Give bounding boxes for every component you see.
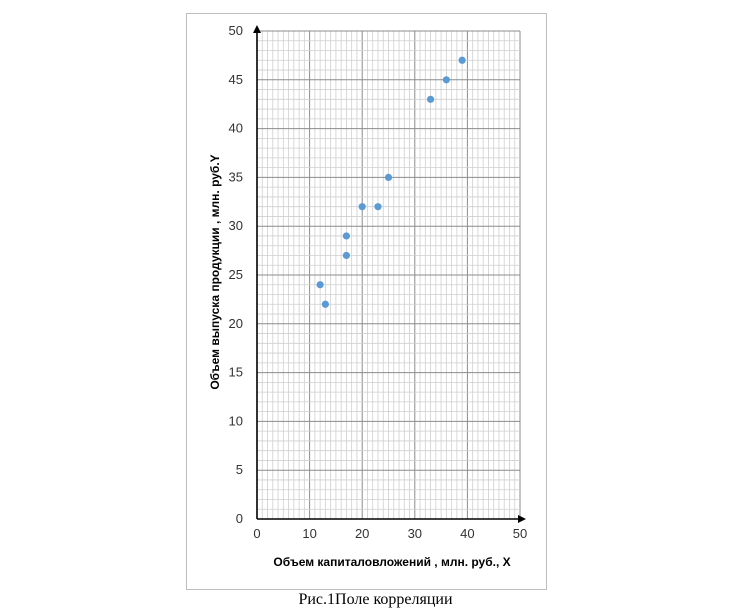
data-point	[374, 203, 382, 211]
y-tick-label: 25	[229, 267, 243, 282]
x-tick-label: 30	[408, 526, 422, 541]
scatter-chart: 0 10 20 30 40 50 0 5 10 15 20 25 30 35 40 45 50 Объем ка…	[208, 23, 528, 569]
data-point	[342, 251, 351, 260]
x-tick-label: 20	[355, 526, 369, 541]
data-point	[358, 203, 366, 211]
y-tick-label: 5	[236, 462, 243, 477]
x-tick-label: 50	[513, 526, 527, 541]
tick-labels: 0 10 20 30 40 50 0 5 10 15 20 25 30 35 40 45 50	[229, 23, 528, 541]
y-tick-label: 50	[229, 23, 243, 38]
data-point	[342, 232, 351, 240]
y-axis-title: Объем выпуска продукции , млн. руб.Y	[208, 154, 222, 389]
y-tick-label: 30	[229, 218, 243, 233]
axes	[253, 25, 526, 523]
y-tick-label: 40	[229, 121, 243, 136]
x-axis-arrow	[518, 515, 526, 523]
y-tick-label: 10	[229, 413, 243, 428]
data-point	[316, 281, 324, 289]
y-tick-label: 0	[236, 511, 243, 526]
x-axis-title: Объем капиталовложений , млн. руб., Х	[273, 555, 510, 569]
data-point	[321, 300, 329, 308]
y-tick-label: 45	[229, 72, 243, 87]
grid-lines	[256, 30, 521, 520]
x-tick-label: 0	[253, 526, 260, 541]
y-tick-label: 35	[229, 169, 243, 184]
data-point	[426, 95, 435, 103]
y-axis-arrow	[253, 25, 261, 33]
data-point	[458, 56, 466, 64]
data-point	[442, 76, 450, 84]
y-tick-label: 15	[229, 365, 243, 380]
data-points	[316, 56, 466, 308]
figure-caption: Рис.1Поле корреляции	[298, 591, 453, 608]
x-tick-label: 10	[302, 526, 316, 541]
y-tick-label: 20	[229, 316, 243, 331]
x-tick-label: 40	[460, 526, 474, 541]
data-point	[384, 173, 393, 181]
